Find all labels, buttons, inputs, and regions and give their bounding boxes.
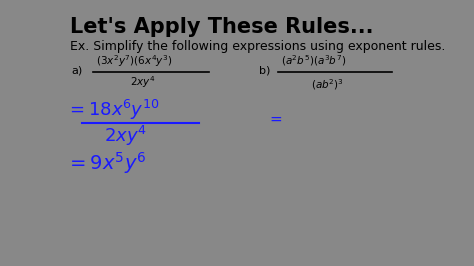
Text: $=$: $=$ xyxy=(267,111,283,126)
Text: a): a) xyxy=(72,65,83,76)
Text: $(3x^2y^7)(6x^4y^3)$: $(3x^2y^7)(6x^4y^3)$ xyxy=(96,53,173,69)
Text: $= 18x^6y^{10}$: $= 18x^6y^{10}$ xyxy=(65,98,159,122)
Text: $2xy^4$: $2xy^4$ xyxy=(104,124,147,148)
Text: $(a^2b^5)(a^3b^7)$: $(a^2b^5)(a^3b^7)$ xyxy=(281,53,346,68)
Text: $(ab^2)^3$: $(ab^2)^3$ xyxy=(311,77,344,92)
Text: Let's Apply These Rules...: Let's Apply These Rules... xyxy=(70,17,373,37)
Text: b): b) xyxy=(259,65,270,76)
Text: $= 9x^5y^6$: $= 9x^5y^6$ xyxy=(65,150,146,176)
Text: Ex. Simplify the following expressions using exponent rules.: Ex. Simplify the following expressions u… xyxy=(70,40,445,53)
Text: $2xy^4$: $2xy^4$ xyxy=(130,74,155,90)
